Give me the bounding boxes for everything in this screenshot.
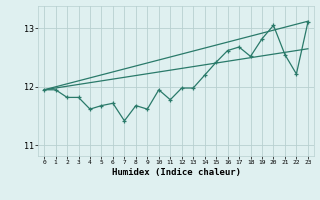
X-axis label: Humidex (Indice chaleur): Humidex (Indice chaleur) — [111, 168, 241, 177]
